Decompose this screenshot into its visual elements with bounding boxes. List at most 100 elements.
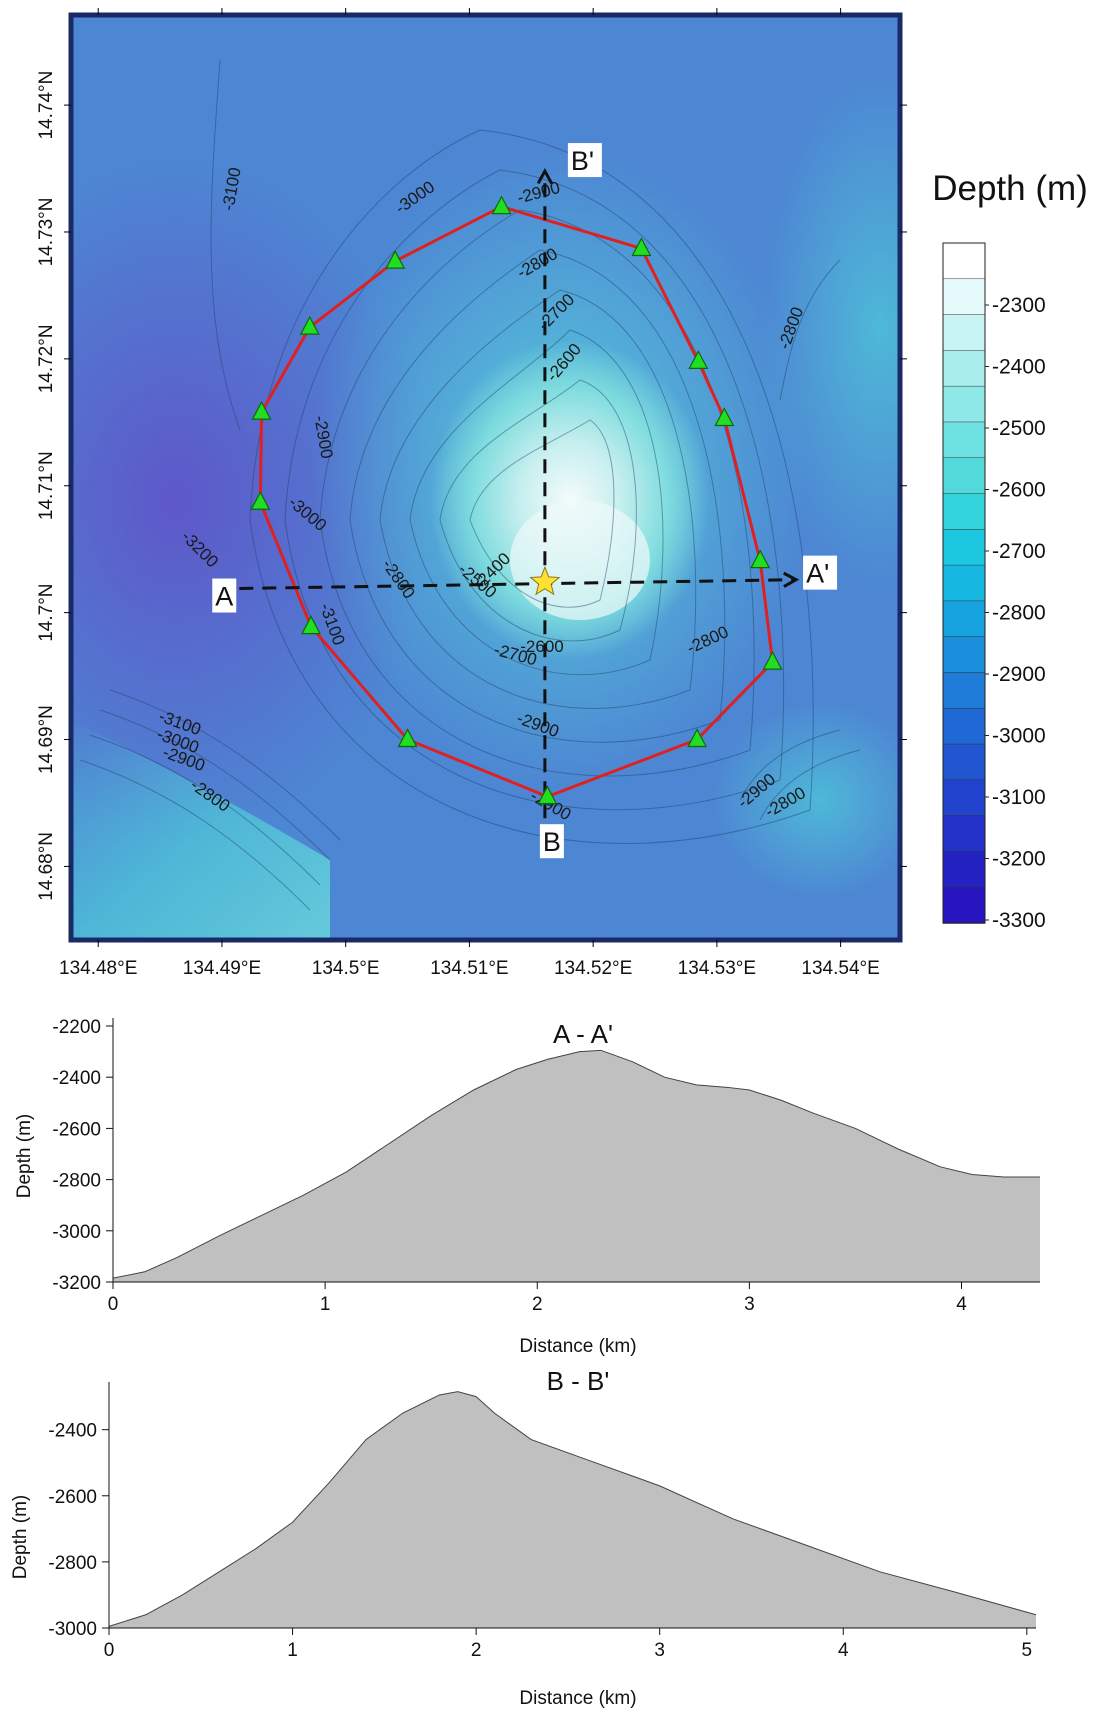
profile-b-xlabel: Distance (km): [519, 1688, 636, 1709]
colorbar: Depth (m) -2300 -2400 -2500 -2600 -2700 -2800…: [932, 169, 1088, 932]
station-triangle-icon: [537, 785, 558, 805]
lat-tick-label: 14.72°N: [36, 324, 57, 393]
lon-tick-label: 134.53°E: [678, 958, 756, 979]
profile-a-x-tick-label: 2: [532, 1294, 543, 1315]
colorbar-swatch: [942, 564, 986, 602]
section-bb-end-label-box: [567, 143, 602, 178]
colorbar-label: -3000: [992, 725, 1046, 748]
section-bb-start-label: B: [543, 827, 561, 857]
map-overlay: A A' B B': [212, 143, 838, 859]
lat-tick-label: 14.73°N: [36, 198, 57, 267]
colorbar-label: -2800: [992, 602, 1046, 625]
profile-a-y-tick-label: -3000: [52, 1222, 101, 1243]
profile-b-y-tick-label: -2800: [48, 1553, 97, 1574]
profile-a-y-tick-label: -2800: [52, 1171, 101, 1192]
profile-b-area: [109, 1391, 1036, 1628]
colorbar-swatch: [942, 493, 986, 531]
section-aa-end-label-box: [803, 555, 838, 590]
station-triangle-icon: [397, 728, 418, 748]
profile-a-y-tick-label: -3200: [52, 1273, 101, 1294]
profile-b-y-tick-label: -2400: [48, 1421, 97, 1442]
lat-tick-label: 14.7°N: [36, 583, 57, 641]
profile-b-x-tick-label: 1: [287, 1640, 298, 1661]
station-triangle-icon: [714, 407, 735, 427]
profile-b-x-tick-label: 4: [838, 1640, 849, 1661]
colorbar-swatch: [942, 529, 986, 566]
colorbar-swatch: [942, 600, 986, 638]
station-triangle-icon: [687, 728, 708, 748]
profile-b-title: B - B': [547, 1366, 610, 1396]
colorbar-title: Depth (m): [932, 169, 1088, 208]
section-bb-start-label-box: [539, 824, 564, 859]
colorbar-swatch: [942, 385, 986, 423]
profile-a-plot: 0 1 2 3 4 -2200 -2400 -2600 -2800 -3000 -3200: [52, 1017, 1040, 1315]
colorbar-label: -2700: [992, 540, 1046, 563]
station-triangle-icon: [750, 549, 771, 569]
profile-b-outline: [108, 1391, 1037, 1627]
colorbar-swatch: [942, 886, 986, 924]
depth-shading: [71, 59, 900, 940]
bathymetry-map: 134.48°E 134.49°E 134.5°E 134.51°E 134.52°E 1…: [36, 8, 907, 979]
colorbar-blocks: [942, 242, 986, 924]
station-triangle-icon: [299, 315, 320, 335]
colorbar-swatch: [942, 672, 986, 710]
profile-b-y-tick-label: -3000: [48, 1619, 97, 1640]
section-aa-arrowhead: [782, 571, 800, 588]
lon-tick-label: 134.49°E: [183, 958, 261, 979]
profile-b-plot: 0 1 2 3 4 5 -2400 -2600 -2800 -3000: [48, 1382, 1037, 1661]
colorbar-label: -3200: [992, 848, 1046, 871]
profile-a-x-tick-label: 4: [956, 1294, 967, 1315]
profile-a-x-tick-label: 3: [744, 1294, 755, 1315]
lon-tick-label: 134.51°E: [430, 958, 508, 979]
colorbar-frame: [942, 242, 986, 924]
section-aa-start-label: A: [215, 582, 233, 612]
profile-a-title: A - A': [553, 1019, 613, 1049]
station-triangle-icon: [688, 350, 709, 369]
station-triangle-icon: [631, 237, 652, 257]
profile-a: A - A' 0 1 2 3 4 -2200 -2400 -2600 -2800 -3000 -32…: [14, 1017, 1040, 1357]
station-triangle-icon: [762, 650, 783, 670]
section-bb-arrowhead: [536, 167, 553, 185]
profile-b-x-tick-label: 2: [471, 1640, 482, 1661]
colorbar-label: -3100: [992, 786, 1046, 809]
latitude-axis: 14.74°N 14.73°N 14.72°N 14.71°N 14.7°N 14.69°…: [36, 71, 57, 901]
colorbar-swatch: [942, 815, 986, 853]
lon-tick-label: 134.48°E: [59, 958, 137, 979]
colorbar-swatch: [942, 743, 986, 781]
lat-tick-label: 14.68°N: [36, 832, 57, 901]
colorbar-swatch: [942, 708, 986, 745]
colorbar-swatch: [942, 421, 986, 459]
colorbar-label: -2300: [992, 294, 1046, 317]
longitude-axis: 134.48°E 134.49°E 134.5°E 134.51°E 134.52°E 1…: [59, 958, 880, 979]
colorbar-swatch: [942, 350, 986, 387]
profile-a-y-tick-label: -2200: [52, 1017, 101, 1038]
profile-a-x-tick-label: 1: [320, 1294, 331, 1315]
map-tick-marks: [64, 8, 907, 947]
section-aa-start-label-box: [212, 578, 237, 613]
colorbar-labels: -2300 -2400 -2500 -2600 -2700 -2800 -2900 -3000…: [985, 294, 1046, 932]
station-triangle-icon: [385, 249, 406, 269]
contour-label: -2600: [520, 637, 563, 656]
lon-tick-label: 134.52°E: [554, 958, 632, 979]
profile-b-y-tick-label: -2600: [48, 1487, 97, 1508]
lon-tick-label: 134.5°E: [312, 958, 380, 979]
colorbar-swatch: [942, 242, 986, 280]
profile-a-xlabel: Distance (km): [519, 1336, 636, 1357]
colorbar-swatch: [942, 278, 986, 316]
lon-tick-label: 134.54°E: [801, 958, 879, 979]
section-bb-end-label: B': [571, 146, 594, 176]
colorbar-swatch: [942, 851, 986, 888]
section-aa-line: [239, 578, 797, 591]
profile-b-x-tick-label: 0: [104, 1640, 115, 1661]
colorbar-label: -2400: [992, 356, 1046, 379]
profile-a-outline: [112, 1049, 1040, 1279]
lat-tick-label: 14.71°N: [36, 451, 57, 520]
colorbar-label: -2900: [992, 663, 1046, 686]
colorbar-swatch: [942, 457, 986, 495]
station-triangle-icon: [251, 400, 272, 420]
colorbar-label: -2600: [992, 479, 1046, 502]
profile-a-x-tick-label: 0: [108, 1294, 119, 1315]
station-triangle-icon: [250, 490, 271, 510]
colorbar-swatch: [942, 314, 986, 352]
